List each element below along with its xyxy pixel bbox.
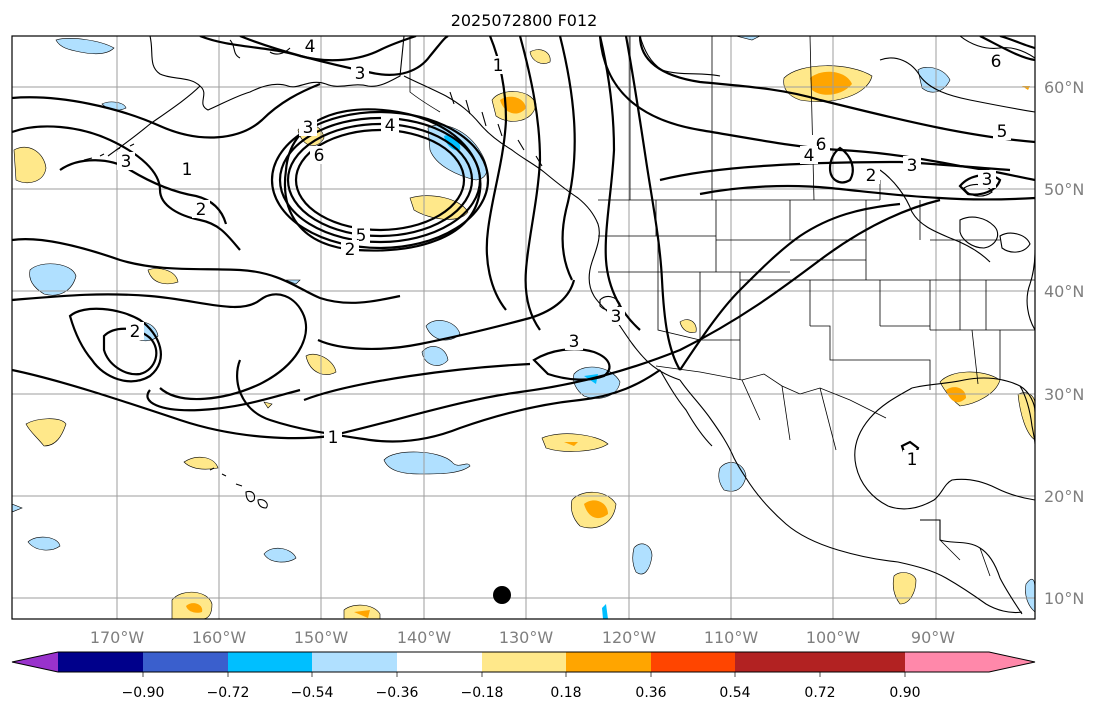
colorbar: −0.90 −0.72 −0.54 −0.36 −0.18 0.18 0.36 … (11, 651, 1036, 701)
latitude-labels: 60°N 50°N 40°N 30°N 20°N 10°N (1044, 78, 1084, 608)
colorbar-segment (566, 652, 651, 672)
colorbar-tick-label: −0.72 (207, 685, 250, 701)
colorbar-segment (820, 652, 905, 672)
colorbar-segment (312, 652, 397, 672)
contour-label: 3 (303, 118, 314, 138)
colorbar-tick-label: 0.54 (719, 685, 750, 701)
contour-label: 3 (569, 332, 580, 352)
colorbar-segment (228, 652, 312, 672)
colorbar-ticks (142, 672, 906, 677)
contour-label: 3 (907, 156, 918, 176)
lat-label: 50°N (1044, 180, 1084, 199)
colorbar-tick-label: −0.90 (122, 685, 165, 701)
colorbar-tick-label: 0.18 (550, 685, 581, 701)
lon-label: 110°W (704, 628, 759, 647)
graticule (12, 36, 1035, 619)
colorbar-segment (143, 652, 228, 672)
colorbar-segment (651, 652, 735, 672)
contour-label: 3 (982, 170, 993, 190)
colorbar-segment (735, 652, 820, 672)
borders (409, 36, 1035, 577)
map-title: 2025072800 F012 (451, 11, 598, 30)
colorbar-tick-label: −0.54 (291, 685, 334, 701)
lat-label: 30°N (1044, 385, 1084, 404)
contour-label: 4 (305, 37, 316, 57)
lat-label: 40°N (1044, 282, 1084, 301)
lat-label: 60°N (1044, 78, 1084, 97)
map-frame (11, 35, 1036, 620)
lon-label: 160°W (192, 628, 247, 647)
contour-label: 6 (991, 52, 1002, 72)
positive-anomaly-shading (13, 49, 1035, 619)
colorbar-tick-label: 0.36 (635, 685, 666, 701)
lon-label: 120°W (602, 628, 657, 647)
contour-label: 4 (804, 146, 815, 166)
colorbar-outline (11, 651, 1036, 673)
lon-label: 100°W (806, 628, 861, 647)
contour-label: 2 (866, 166, 877, 186)
contour-label: 2 (196, 200, 207, 220)
contour-label: 3 (121, 152, 132, 172)
contour-label: 5 (997, 122, 1008, 142)
colorbar-tick-label: 0.90 (889, 685, 920, 701)
lon-label: 140°W (397, 628, 452, 647)
colorbar-tick-label: −0.18 (461, 685, 504, 701)
colorbar-segment (482, 652, 566, 672)
map-area: 4 3 1 3 4 6 1 2 5 2 2 3 3 1 (12, 36, 1035, 619)
colorbar-tick-label: 0.72 (804, 685, 835, 701)
colorbar-extend-left (12, 652, 58, 672)
lat-label: 10°N (1044, 589, 1084, 608)
contour-label: 3 (355, 64, 366, 84)
contour-label: 2 (130, 322, 141, 342)
lon-label: 150°W (294, 628, 349, 647)
colorbar-segment (905, 652, 989, 672)
colorbar-segment (397, 652, 482, 672)
contour-label: 1 (328, 428, 339, 448)
contour-label: 1 (493, 56, 504, 76)
location-marker (493, 586, 511, 604)
contour-label: 3 (611, 307, 622, 327)
lon-label: 130°W (499, 628, 554, 647)
contour-label: 5 (356, 226, 367, 246)
colorbar-extend-right (989, 652, 1035, 672)
contour-label: 1 (182, 160, 193, 180)
contour-label: 6 (314, 146, 325, 166)
coastlines (83, 36, 1035, 615)
contour-label: 1 (907, 450, 918, 470)
lon-label: 170°W (90, 628, 145, 647)
lat-label: 20°N (1044, 487, 1084, 506)
colorbar-tick-label: −0.36 (376, 685, 419, 701)
longitude-labels: 170°W 160°W 150°W 140°W 130°W 120°W 110°… (90, 628, 955, 647)
contour-label: 6 (816, 135, 827, 155)
contour-label: 2 (345, 240, 356, 260)
colorbar-segment (58, 652, 143, 672)
lon-label: 90°W (911, 628, 955, 647)
contour-label: 4 (385, 116, 396, 136)
contour-label-group: 4 3 1 3 4 6 1 2 5 2 2 3 3 1 (117, 37, 1011, 470)
